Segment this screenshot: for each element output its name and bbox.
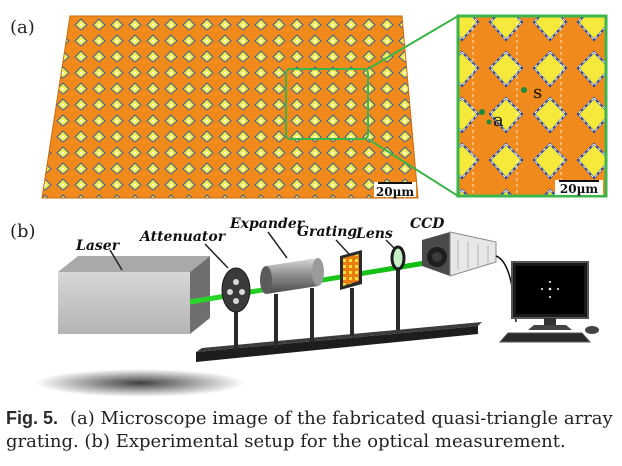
- marker-a-dot: [479, 109, 485, 115]
- zoom-scale-bar-label: 20µm: [560, 182, 598, 196]
- lens-label: Lens: [355, 226, 393, 242]
- computer-monitor: [511, 261, 589, 330]
- microscope-image: 20µm: [41, 15, 419, 199]
- laser-pointer-line: [109, 249, 123, 271]
- panel-b-label: (b): [10, 221, 36, 242]
- laser-source: [58, 249, 210, 334]
- figure-graphics: (a) 20µm a s 20µm (b) Laser: [10, 14, 608, 397]
- grating-pointer-line: [335, 239, 350, 255]
- zoom-inset: a s 20µm: [456, 14, 608, 198]
- zoom-marker-s: s: [533, 82, 542, 103]
- zoom-connector-top: [367, 15, 459, 70]
- expander-pointer-line: [267, 231, 288, 259]
- zoom-selection-box: [285, 68, 369, 140]
- keyboard: [498, 332, 592, 343]
- attenuator: [221, 267, 251, 350]
- attenuator-label: Attenuator: [138, 229, 227, 245]
- zoom-connector-bottom: [367, 138, 459, 197]
- grating-label: Grating: [297, 224, 357, 240]
- zoom-marker-a: a: [493, 110, 504, 131]
- figure-number: Fig. 5.: [6, 408, 59, 428]
- lens-pointer-line: [385, 239, 395, 249]
- marker-s-dot: [521, 87, 527, 93]
- ccd-camera: [422, 231, 497, 277]
- caption-text-1: (a) Microscope image of the fabricated q…: [70, 408, 613, 429]
- lens: [390, 245, 406, 330]
- ccd-label: CCD: [410, 216, 445, 232]
- beam-expander: [260, 258, 324, 348]
- mouse: [585, 326, 599, 334]
- caption-line-1: Fig. 5. (a) Microscope image of the fabri…: [6, 406, 618, 431]
- zoom-region: [285, 15, 459, 197]
- optical-rail: [196, 322, 482, 362]
- main-scale-bar-bg: [374, 182, 416, 197]
- laser-shadow: [35, 369, 245, 397]
- laser-label: Laser: [75, 238, 121, 254]
- expander-label: Expander: [229, 216, 306, 232]
- main-scale-bar-label: 20µm: [376, 185, 414, 199]
- caption-line-2: grating. (b) Experimental setup for the …: [6, 431, 566, 452]
- attenuator-pointer-line: [204, 243, 229, 269]
- grating-sample: [340, 250, 362, 336]
- zoom-scale-bar-bg: [555, 180, 603, 195]
- panel-a-label: (a): [10, 17, 35, 38]
